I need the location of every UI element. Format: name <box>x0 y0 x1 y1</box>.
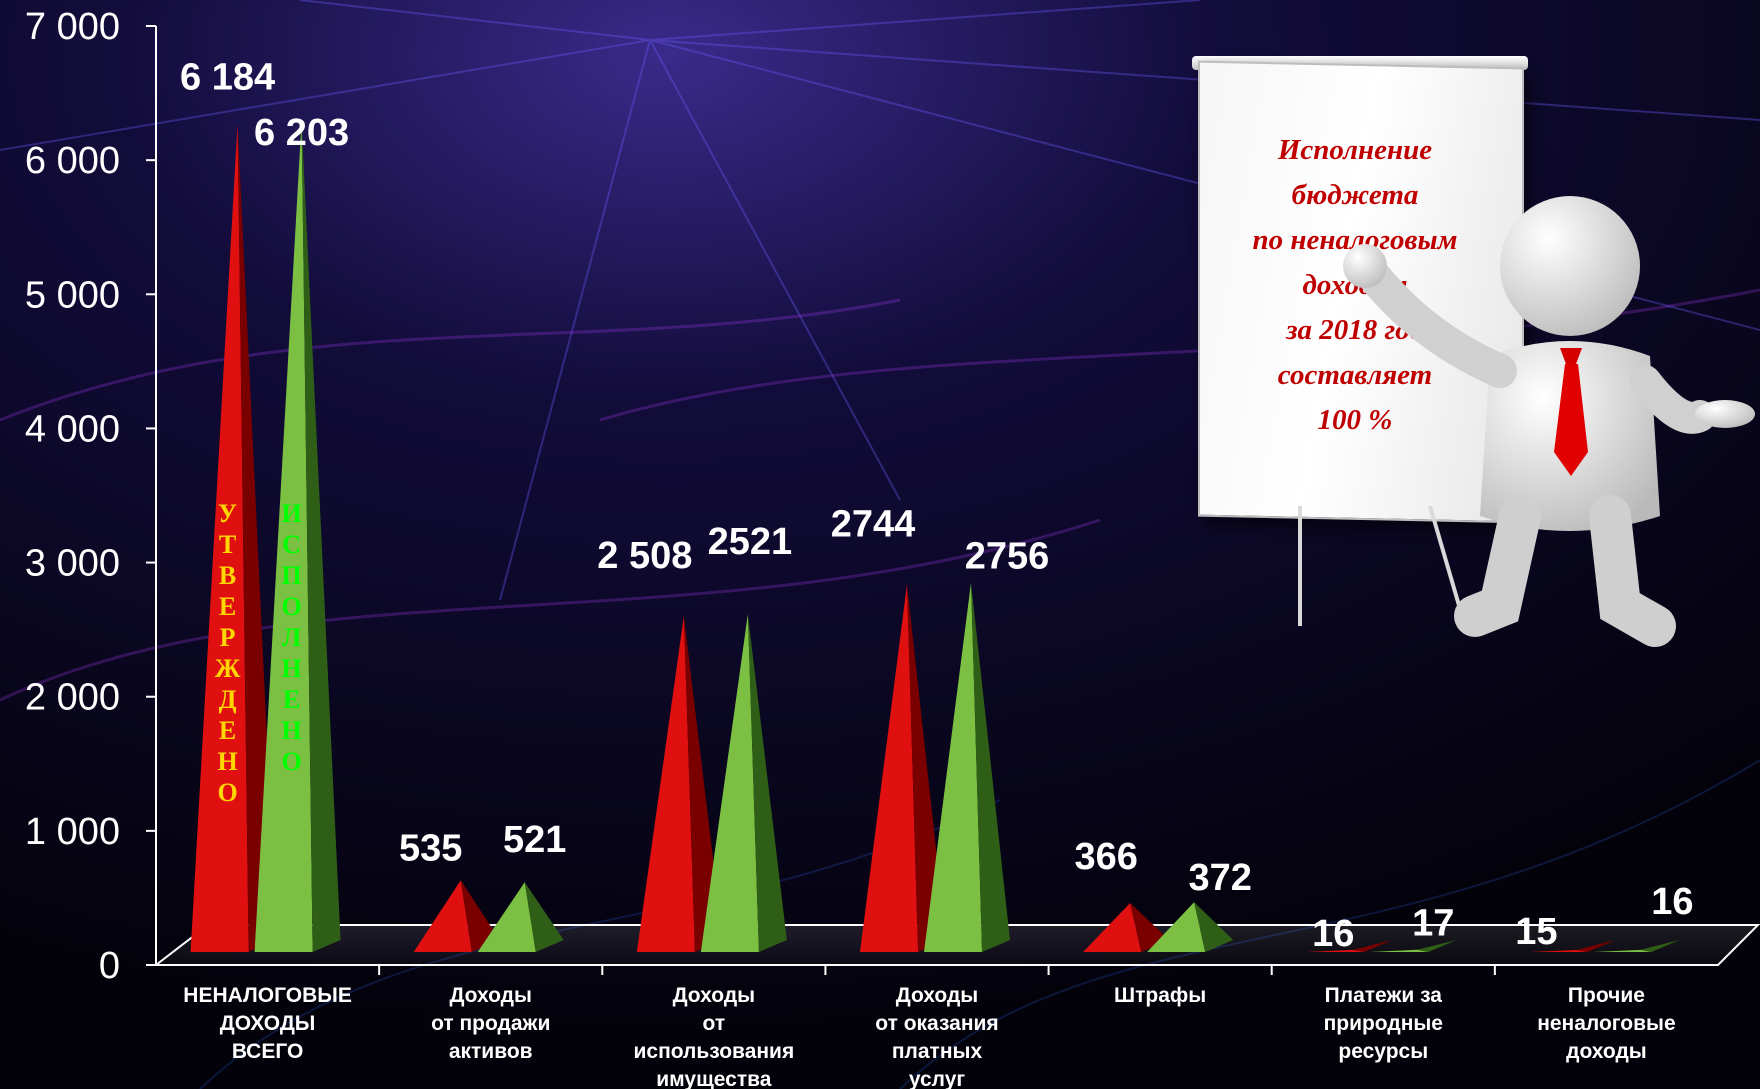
category-label: доходы <box>1566 1040 1647 1063</box>
category-label: природные <box>1324 1012 1443 1035</box>
bar-2-1 <box>700 614 787 952</box>
category-label: ДОХОДЫ <box>220 1012 316 1035</box>
series-name-letter: Н <box>281 654 301 683</box>
bar-face-light <box>1306 949 1365 952</box>
bar-face-light <box>924 582 983 952</box>
bar-face-light <box>413 880 472 952</box>
bar-5-1 <box>1370 940 1457 952</box>
presenter-figure <box>1298 196 1755 647</box>
series-name-letter: Е <box>219 592 236 621</box>
series-name-letter: Ж <box>215 654 241 683</box>
data-label: 6 184 <box>180 56 275 98</box>
data-label: 16 <box>1312 913 1354 955</box>
bar-face-light <box>860 584 919 952</box>
bar-face-dark <box>301 120 341 953</box>
bar-face-dark <box>1353 940 1393 952</box>
bar-face-dark <box>1640 940 1680 952</box>
data-label: 521 <box>503 819 566 861</box>
bar-face-light <box>477 882 536 952</box>
bar-face-light <box>1083 902 1142 952</box>
series-name-letter: Н <box>281 716 301 745</box>
y-tick-label: 2 000 <box>25 677 120 719</box>
series-name-letter: В <box>219 561 236 590</box>
category-label: от <box>703 1012 726 1035</box>
category-label: ресурсы <box>1338 1040 1428 1063</box>
bar-face-dark <box>971 582 1010 952</box>
bar-face-light <box>190 123 249 953</box>
bar-face-light <box>1370 949 1429 952</box>
y-tick-label: 5 000 <box>25 274 120 316</box>
series-name-letter: И <box>281 499 301 528</box>
series-name-letter: Р <box>220 623 236 652</box>
bar-face-dark <box>1576 940 1616 952</box>
bar-face-light <box>1529 949 1588 952</box>
series-name-letter: О <box>281 747 301 776</box>
y-tick-label: 3 000 <box>25 543 120 585</box>
category-label: активов <box>449 1040 533 1063</box>
series-name-letter: У <box>218 499 237 528</box>
data-label: 15 <box>1515 911 1557 953</box>
category-label: от оказания <box>875 1012 998 1035</box>
data-label: 2521 <box>708 521 793 563</box>
category-label: Доходы <box>673 984 756 1007</box>
category-label: Платежи за <box>1325 984 1443 1007</box>
data-label: 366 <box>1074 836 1137 878</box>
series-name-letter: Л <box>282 623 301 652</box>
series-name-letter: Е <box>283 685 300 714</box>
category-label: неналоговые <box>1537 1012 1675 1035</box>
bar-face-light <box>254 120 313 953</box>
y-tick-label: 7 000 <box>25 6 120 48</box>
bar-3-1 <box>924 582 1010 952</box>
series-name-letter: О <box>281 592 301 621</box>
category-label: использования <box>633 1040 794 1063</box>
bar-1-1 <box>477 882 564 952</box>
series-name-letter: П <box>281 561 301 590</box>
category-label: Прочие <box>1568 984 1645 1007</box>
data-label: 372 <box>1188 857 1251 899</box>
bar-face-dark <box>1417 940 1457 952</box>
bar-face-light <box>1593 949 1652 952</box>
bar-face-light <box>1147 902 1206 952</box>
data-label: 2756 <box>965 536 1050 578</box>
y-tick-label: 0 <box>99 945 120 987</box>
series-name-letter: Е <box>219 716 236 745</box>
y-tick-label: 4 000 <box>25 408 120 450</box>
y-tick-label: 1 000 <box>25 811 120 853</box>
category-label: платных <box>892 1040 983 1063</box>
bar-6-1 <box>1593 940 1680 952</box>
category-label: Штрафы <box>1114 984 1206 1007</box>
data-label: 2 508 <box>597 535 692 577</box>
data-label: 17 <box>1412 903 1454 945</box>
category-label: Доходы <box>896 984 979 1007</box>
data-label: 16 <box>1651 881 1693 923</box>
y-tick-label: 6 000 <box>25 140 120 182</box>
bar-5-0 <box>1306 940 1393 952</box>
category-label: услуг <box>909 1068 966 1089</box>
data-label: 6 203 <box>254 112 349 154</box>
data-label: 535 <box>399 827 462 869</box>
series-name-letter: Н <box>217 747 237 776</box>
category-label: НЕНАЛОГОВЫЕ <box>183 984 352 1007</box>
bar-face-dark <box>1194 902 1234 952</box>
series-name-letter: Д <box>219 685 237 714</box>
bar-6-0 <box>1529 940 1616 952</box>
bar-face-light <box>700 614 759 952</box>
data-label: 2744 <box>831 503 916 545</box>
bar-face-dark <box>747 614 787 952</box>
category-label: от продажи <box>431 1012 550 1035</box>
category-label: имущества <box>656 1068 772 1089</box>
series-name-letter: С <box>282 530 301 559</box>
series-name-letter: О <box>217 778 237 807</box>
category-label: ВСЕГО <box>232 1040 304 1063</box>
bar-4-1 <box>1147 902 1234 952</box>
category-label: Доходы <box>449 984 532 1007</box>
bar-face-light <box>636 615 695 952</box>
bar-face-dark <box>524 882 564 952</box>
bar-0-1 <box>254 120 341 953</box>
series-name-letter: Т <box>219 530 236 559</box>
